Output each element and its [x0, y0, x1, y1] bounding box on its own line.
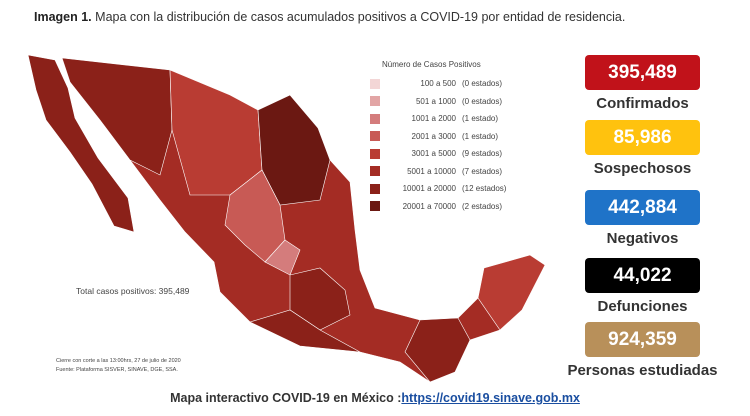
title: Imagen 1. Mapa con la distribución de ca… — [34, 10, 625, 24]
legend-range: 2001 a 3000 — [411, 131, 457, 141]
legend-range: 20001 a 70000 — [402, 201, 456, 211]
stat-label: Confirmados — [596, 95, 689, 112]
yucatan — [477, 254, 546, 331]
legend-states: (1 estado) — [462, 114, 499, 124]
legend-states: (9 estados) — [462, 149, 503, 159]
map — [27, 54, 546, 383]
legend-states: (7 estados) — [462, 166, 503, 176]
stat-value: 85,986 — [585, 120, 700, 155]
legend-range: 501 a 1000 — [415, 96, 456, 106]
zacatecas — [264, 239, 301, 276]
legend-range: 5001 a 10000 — [407, 166, 456, 176]
footer-text: Mapa interactivo COVID-19 en México : — [170, 391, 402, 405]
legend-range: 100 a 500 — [420, 79, 456, 89]
stat-label: Negativos — [606, 230, 679, 247]
legend-range: 1001 a 2000 — [411, 114, 457, 124]
stat-label: Personas estudiadas — [567, 362, 718, 379]
guerrero — [249, 309, 361, 353]
baja-california — [27, 54, 135, 233]
legend: Número de Casos Positivos 100 a 500 (0 es… — [370, 60, 506, 215]
title-text: Mapa con la distribución de casos acumul… — [95, 10, 626, 24]
footer-link[interactable]: https://covid19.sinave.gob.mx — [401, 391, 580, 405]
legend-states: (1 estado) — [462, 131, 499, 141]
legend-range: 3001 a 5000 — [411, 149, 457, 159]
legend-swatch — [370, 183, 380, 194]
legend-row: 20001 a 70000 (2 estados) — [370, 198, 506, 216]
legend-range: 10001 a 20000 — [402, 184, 456, 194]
footer: Mapa interactivo COVID-19 en México :htt… — [0, 391, 750, 405]
legend-rows: 100 a 500 (0 estados) 501 a 1000 (0 estados… — [370, 75, 506, 215]
legend-states: (0 estados) — [462, 79, 503, 89]
legend-swatch — [370, 131, 380, 142]
legend-row: 3001 a 5000 (9 estados) — [370, 145, 506, 163]
stat-value: 924,359 — [585, 322, 700, 357]
title-label: Imagen 1. — [34, 10, 92, 24]
legend-swatch — [370, 96, 380, 107]
source-note: Fuente: Plataforma SISVER, SINAVE, DGE, … — [56, 367, 178, 373]
stat-label: Defunciones — [597, 298, 688, 315]
stat-value: 44,022 — [585, 258, 700, 293]
legend-title: Número de Casos Positivos — [382, 60, 481, 69]
legend-swatch — [370, 166, 380, 177]
total-note: Total casos positivos: 395,489 — [76, 286, 190, 296]
legend-states: (0 estados) — [462, 96, 503, 106]
legend-row: 100 a 500 (0 estados) — [370, 75, 506, 93]
legend-row: 5001 a 10000 (7 estados) — [370, 163, 506, 181]
cutoff-note: Cierre con corte a las 13:00hrs, 27 de j… — [56, 358, 181, 364]
legend-swatch — [370, 113, 380, 124]
legend-row: 10001 a 20000 (12 estados) — [370, 180, 506, 198]
legend-swatch — [370, 78, 380, 89]
legend-row: 1001 a 2000 (1 estado) — [370, 110, 506, 128]
legend-row: 2001 a 3000 (1 estado) — [370, 128, 506, 146]
legend-states: (12 estados) — [462, 184, 507, 194]
legend-swatch — [370, 201, 380, 212]
legend-row: 501 a 1000 (0 estados) — [370, 93, 506, 111]
legend-states: (2 estados) — [462, 201, 503, 211]
stat-value: 442,884 — [585, 190, 700, 225]
stat-label: Sospechosos — [593, 160, 692, 177]
chiapas — [404, 317, 471, 383]
legend-swatch — [370, 148, 380, 159]
stat-value: 395,489 — [585, 55, 700, 90]
